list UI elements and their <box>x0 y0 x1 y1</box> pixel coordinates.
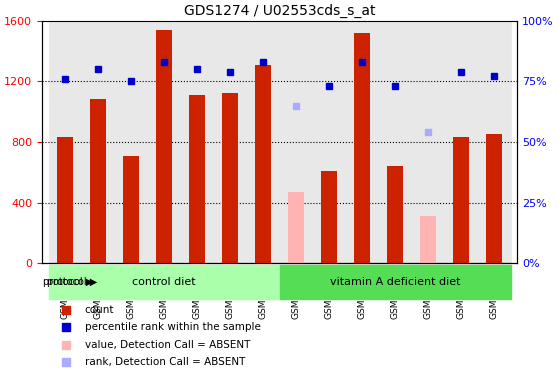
Bar <box>379 21 412 263</box>
Text: protocol ▶: protocol ▶ <box>47 277 97 287</box>
Bar <box>156 30 172 263</box>
Bar <box>486 134 503 263</box>
Bar <box>346 21 379 263</box>
Bar <box>123 156 140 263</box>
Bar <box>49 21 81 263</box>
Bar <box>445 21 478 263</box>
Text: count: count <box>85 304 114 315</box>
Bar <box>148 21 181 263</box>
Bar <box>312 21 346 263</box>
Bar <box>354 33 371 263</box>
Bar <box>189 95 205 263</box>
Bar <box>181 21 214 263</box>
Text: rank, Detection Call = ABSENT: rank, Detection Call = ABSENT <box>85 357 245 367</box>
Text: percentile rank within the sample: percentile rank within the sample <box>85 322 261 332</box>
Text: value, Detection Call = ABSENT: value, Detection Call = ABSENT <box>85 340 250 350</box>
Bar <box>387 166 403 263</box>
Bar <box>420 216 436 263</box>
Bar <box>478 21 511 263</box>
Bar <box>81 21 114 263</box>
Bar <box>453 137 469 263</box>
Bar <box>222 93 238 263</box>
Bar <box>90 99 107 263</box>
Text: vitamin A deficient diet: vitamin A deficient diet <box>330 277 460 287</box>
Text: control diet: control diet <box>132 277 196 287</box>
Bar <box>114 21 148 263</box>
Bar <box>214 21 247 263</box>
Bar <box>280 265 511 299</box>
Text: protocol ▶: protocol ▶ <box>42 277 93 287</box>
Bar <box>255 64 271 263</box>
Bar <box>247 21 280 263</box>
Bar <box>321 171 338 263</box>
Title: GDS1274 / U02553cds_s_at: GDS1274 / U02553cds_s_at <box>184 4 376 18</box>
Bar <box>57 137 73 263</box>
Bar <box>288 192 305 263</box>
Bar <box>412 21 445 263</box>
Bar <box>280 21 312 263</box>
Bar <box>49 265 280 299</box>
